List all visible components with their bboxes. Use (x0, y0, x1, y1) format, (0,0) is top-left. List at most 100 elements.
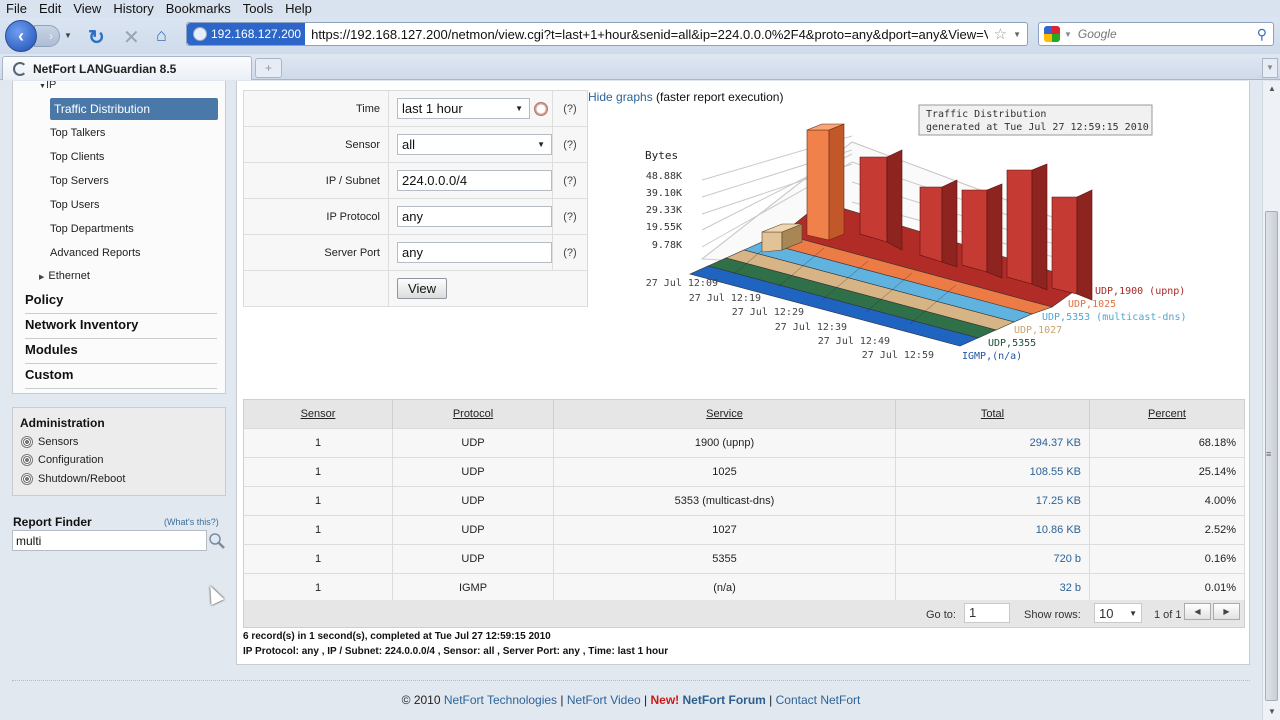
menu-help[interactable]: Help (285, 1, 312, 16)
cell-total-link[interactable]: 108.55 KB (895, 457, 1090, 487)
menu-view[interactable]: View (73, 1, 102, 16)
show-rows-select[interactable]: 10 ▼ (1094, 603, 1142, 623)
legend-igmp: IGMP,(n/a) (962, 351, 1022, 362)
history-dropdown-icon[interactable]: ▼ (64, 31, 72, 40)
chart-yticks: 48.88K 39.10K 29.33K 19.55K 9.78K (646, 171, 682, 251)
legend-udp-1025: UDP,1025 (1068, 299, 1116, 310)
cell-total-link[interactable]: 10.86 KB (895, 515, 1090, 545)
menu-file[interactable]: File (6, 1, 27, 16)
tab-list-dropdown-icon[interactable]: ▼ (1262, 58, 1278, 78)
cell-protocol: IGMP (392, 573, 554, 603)
sidebar-item-top-servers[interactable]: Top Servers (50, 175, 109, 187)
search-input[interactable]: Google (1077, 27, 1117, 41)
column-header-total[interactable]: Total (895, 399, 1090, 429)
sensor-select[interactable]: all ▼ (397, 134, 552, 155)
column-header-percent[interactable]: Percent (1089, 399, 1245, 429)
ip-protocol-control (388, 198, 553, 235)
sidebar-item-top-departments[interactable]: Top Departments (50, 223, 134, 235)
next-page-button[interactable]: ▶ (1213, 603, 1240, 620)
goto-page-input[interactable]: 1 (964, 603, 1010, 623)
sidebar-section-network-inventory[interactable]: Network Inventory (25, 314, 217, 339)
search-icon[interactable]: ⚲ (1256, 25, 1267, 42)
menu-history[interactable]: History (113, 1, 154, 16)
cell-total-link[interactable]: 720 b (895, 544, 1090, 574)
server-port-input[interactable] (397, 242, 552, 263)
time-help[interactable]: (?) (552, 90, 588, 127)
netfort-video-link[interactable]: NetFort Video (566, 693, 641, 707)
report-finder-help-link[interactable]: (What's this?) (164, 517, 219, 527)
admin-item-configuration[interactable]: Configuration (21, 454, 103, 466)
sidebar-item-top-users[interactable]: Top Users (50, 199, 100, 211)
sidebar-item-traffic-distribution[interactable]: Traffic Distribution (50, 98, 218, 120)
site-identity-button[interactable]: 192.168.127.200 (187, 23, 306, 45)
main-report-panel: Time last 1 hour ▼ (?) Sensor all ▼ (?) IP… (236, 81, 1250, 665)
chevron-down-icon: ▼ (537, 140, 545, 149)
netfort-forum-link[interactable]: New! NetFort Forum (650, 693, 765, 707)
scroll-down-icon[interactable]: ▼ (1268, 707, 1276, 716)
url-bar[interactable]: 192.168.127.200 https://192.168.127.200/… (186, 22, 1028, 46)
url-text[interactable]: https://192.168.127.200/netmon/view.cgi?… (311, 26, 988, 42)
menu-tools[interactable]: Tools (242, 1, 274, 16)
sensor-help[interactable]: (?) (552, 126, 588, 163)
cell-total-link[interactable]: 17.25 KB (895, 486, 1090, 516)
tab-netfort[interactable]: NetFort LANGuardian 8.5 (2, 56, 252, 80)
ip-subnet-input[interactable] (397, 170, 552, 191)
server-port-help[interactable]: (?) (552, 234, 588, 271)
cell-protocol: UDP (392, 544, 554, 574)
scrollbar-thumb[interactable] (1265, 211, 1278, 701)
series-udp-1027-bars (761, 223, 803, 253)
filter-row-submit: View (243, 270, 588, 307)
magnifier-search-icon[interactable] (208, 532, 226, 550)
clock-icon[interactable] (534, 101, 548, 116)
cell-total-link[interactable]: 294.37 KB (895, 428, 1090, 458)
admin-item-label: Shutdown/Reboot (38, 473, 126, 485)
netfort-technologies-link[interactable]: NetFort Technologies (443, 693, 558, 707)
column-header-protocol[interactable]: Protocol (392, 399, 554, 429)
chevron-right-icon: ▶ (1223, 607, 1230, 616)
search-engine-dropdown-icon[interactable]: ▼ (1064, 29, 1072, 39)
menu-bookmarks[interactable]: Bookmarks (165, 1, 231, 16)
hide-graphs-link[interactable]: Hide graphs (588, 90, 653, 104)
sidebar-section-policy[interactable]: Policy (25, 289, 217, 314)
forward-button[interactable]: › (34, 25, 60, 47)
column-header-sensor[interactable]: Sensor (243, 399, 393, 429)
url-dropdown-icon[interactable]: ▼ (1013, 29, 1021, 39)
ip-protocol-input[interactable] (397, 206, 552, 227)
sidebar-ethernet-group[interactable]: ▶ Ethernet (39, 270, 90, 282)
target-icon (21, 473, 33, 485)
sidebar-ip-group[interactable]: ▼IP (39, 81, 56, 91)
contact-netfort-link[interactable]: Contact NetFort (775, 693, 861, 707)
sidebar-section-custom[interactable]: Custom (25, 364, 217, 389)
scroll-up-icon[interactable]: ▲ (1268, 84, 1276, 93)
stop-icon[interactable]: ✕ (123, 27, 140, 49)
search-engine-icon[interactable] (1044, 26, 1060, 42)
home-icon[interactable]: ⌂ (156, 25, 167, 45)
time-select-wrap: last 1 hour ▼ (397, 98, 548, 119)
admin-item-shutdown-reboot[interactable]: Shutdown/Reboot (21, 473, 125, 485)
ip-subnet-help[interactable]: (?) (552, 162, 588, 199)
xtick: 27 Jul 12:19 (689, 293, 761, 304)
tab-title: NetFort LANGuardian 8.5 (33, 61, 177, 76)
menu-edit[interactable]: Edit (38, 1, 62, 16)
bookmark-star-icon[interactable]: ☆ (993, 26, 1008, 43)
cell-total-link[interactable]: 32 b (895, 573, 1090, 603)
sidebar-item-advanced-reports[interactable]: Advanced Reports (50, 247, 141, 259)
sidebar-item-top-clients[interactable]: Top Clients (50, 151, 105, 163)
view-button[interactable]: View (397, 278, 447, 299)
sidebar-nav: ▼IP Traffic Distribution Top Talkers Top… (12, 81, 226, 394)
new-tab-button[interactable]: + (255, 58, 282, 78)
reload-icon[interactable]: ↻ (88, 27, 105, 49)
vertical-scrollbar[interactable]: ▲ ≡ ▼ (1262, 81, 1280, 720)
time-select[interactable]: last 1 hour ▼ (397, 98, 530, 119)
cell-percent: 68.18% (1089, 428, 1245, 458)
search-bar[interactable]: ▼ Google ⚲ (1038, 22, 1274, 46)
ip-protocol-help[interactable]: (?) (552, 198, 588, 235)
admin-item-sensors[interactable]: Sensors (21, 436, 78, 448)
column-header-service[interactable]: Service (553, 399, 896, 429)
sidebar-item-top-talkers[interactable]: Top Talkers (50, 127, 106, 139)
back-button[interactable]: ‹ (5, 20, 37, 52)
sidebar-section-modules[interactable]: Modules (25, 339, 217, 364)
server-port-control (388, 234, 553, 271)
prev-page-button[interactable]: ◀ (1184, 603, 1211, 620)
report-finder-input[interactable] (12, 530, 207, 551)
